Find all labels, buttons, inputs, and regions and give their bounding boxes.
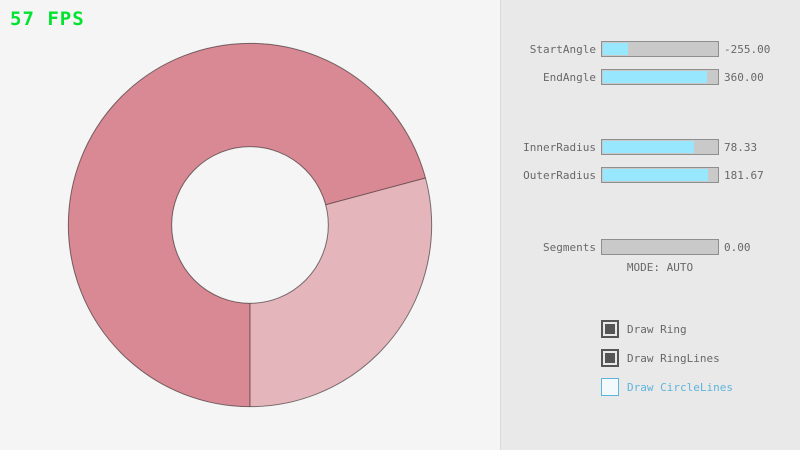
checkbox-row: Draw Ring <box>601 320 687 338</box>
slider-label: Segments <box>543 240 596 254</box>
startangle-slider[interactable] <box>601 41 719 57</box>
segments-slider[interactable] <box>601 239 719 255</box>
slider-value: 0.00 <box>724 240 751 254</box>
slider-label: EndAngle <box>543 70 596 84</box>
fps-counter: 57 FPS <box>10 8 85 30</box>
checkbox-row: Draw CircleLines <box>601 378 733 396</box>
slider-value: 181.67 <box>724 168 764 182</box>
slider-row-innerradius: InnerRadius 78.33 <box>501 139 800 155</box>
slider-fill <box>603 71 708 83</box>
ring-start-line <box>325 177 426 206</box>
checkbox-box[interactable] <box>601 378 619 396</box>
checkbox-label: Draw Ring <box>627 322 687 336</box>
ring-inner-outline <box>171 146 329 304</box>
ring-sector-dark <box>68 43 426 407</box>
slider-label: OuterRadius <box>523 168 596 182</box>
endangle-slider[interactable] <box>601 69 719 85</box>
slider-value: 78.33 <box>724 140 758 154</box>
checkbox-box[interactable] <box>601 320 619 338</box>
ring-chart <box>67 42 433 408</box>
checkbox-row: Draw RingLines <box>601 349 720 367</box>
slider-value: -255.00 <box>724 42 771 56</box>
slider-label: StartAngle <box>529 42 596 56</box>
control-panel: StartAngle -255.00 EndAngle 360.00 Inner… <box>500 0 800 450</box>
outerradius-slider[interactable] <box>601 167 719 183</box>
slider-row-segments: Segments 0.00 <box>501 239 800 255</box>
checkbox-box[interactable] <box>601 349 619 367</box>
slider-row-startangle: StartAngle -255.00 <box>501 41 800 57</box>
slider-row-outerradius: OuterRadius 181.67 <box>501 167 800 183</box>
slider-value: 360.00 <box>724 70 764 84</box>
ring-sector-light <box>250 177 432 407</box>
checkbox-label: Draw RingLines <box>627 351 720 365</box>
slider-fill <box>603 169 709 181</box>
slider-row-endangle: EndAngle 360.00 <box>501 69 800 85</box>
slider-fill <box>603 141 694 153</box>
mode-label: MODE: AUTO <box>626 261 694 274</box>
slider-fill <box>603 43 629 55</box>
slider-label: InnerRadius <box>523 140 596 154</box>
innerradius-slider[interactable] <box>601 139 719 155</box>
checkbox-label: Draw CircleLines <box>627 380 733 394</box>
